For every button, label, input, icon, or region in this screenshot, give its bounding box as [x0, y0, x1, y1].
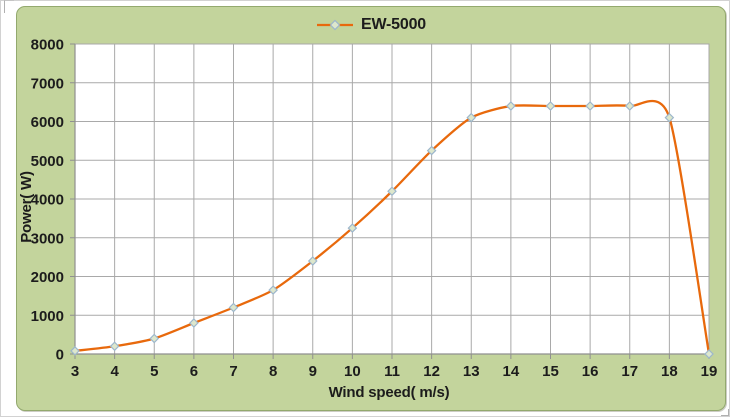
x-tick-label-11: 11	[384, 363, 400, 380]
y-tick-label-8000: 8000	[31, 37, 64, 54]
x-tick-label-7: 7	[229, 363, 237, 380]
y-tick-label-3000: 3000	[31, 230, 64, 247]
x-tick-label-19: 19	[701, 363, 718, 380]
series-marker-5	[149, 333, 160, 344]
series-marker-13	[466, 112, 477, 123]
y-axis-title: Power( W)	[18, 171, 35, 243]
x-axis-title: Wind speed( m/s)	[329, 384, 450, 401]
x-tick-label-18: 18	[661, 363, 678, 380]
x-tick-label-15: 15	[542, 363, 559, 380]
sheet-gridline-corner-bottomright	[721, 409, 729, 416]
x-tick-label-14: 14	[503, 363, 520, 380]
series-marker-19	[704, 349, 714, 359]
series-marker-11	[387, 186, 397, 197]
series-marker-3	[70, 346, 80, 356]
sheet-gridline-corner-topleft	[4, 0, 14, 13]
x-tick-label-10: 10	[344, 363, 361, 380]
series-marker-17	[624, 101, 635, 111]
series-marker-12	[426, 145, 437, 156]
series-marker-10	[347, 223, 358, 233]
series-marker-4	[109, 341, 120, 352]
x-tick-label-6: 6	[190, 363, 198, 380]
series-marker-15	[545, 101, 556, 111]
x-tick-label-16: 16	[582, 363, 599, 380]
y-tick-label-6000: 6000	[31, 114, 64, 131]
series-marker-7	[228, 302, 239, 313]
y-tick-label-7000: 7000	[31, 75, 64, 92]
x-tick-label-4: 4	[110, 363, 119, 380]
series-marker-9	[307, 256, 318, 266]
series-marker-6	[189, 318, 199, 328]
y-tick-label-0: 0	[56, 347, 64, 364]
x-tick-label-9: 9	[309, 363, 317, 380]
y-tick-label-1000: 1000	[31, 308, 64, 325]
x-tick-label-12: 12	[423, 363, 440, 380]
chart-svg: Power( W) Wind speed( m/s) 3 4 5 6 7 8 9 10 11 12…	[18, 37, 718, 402]
y-tick-label-4000: 4000	[31, 192, 64, 209]
chart-area: Power( W) Wind speed( m/s) 3 4 5 6 7 8 9 10 11 12…	[16, 6, 726, 411]
y-tick-label-5000: 5000	[31, 153, 64, 170]
x-tick-label-17: 17	[621, 363, 638, 380]
x-tick-label-3: 3	[71, 363, 79, 380]
series-marker-14	[506, 101, 516, 111]
y-tick-label-2000: 2000	[31, 269, 64, 286]
series-marker-18	[664, 112, 675, 123]
series-marker-8	[268, 285, 278, 295]
x-tick-label-13: 13	[463, 363, 480, 380]
x-tick-label-5: 5	[150, 363, 158, 380]
series-marker-16	[585, 101, 595, 111]
x-tick-label-8: 8	[269, 363, 277, 380]
